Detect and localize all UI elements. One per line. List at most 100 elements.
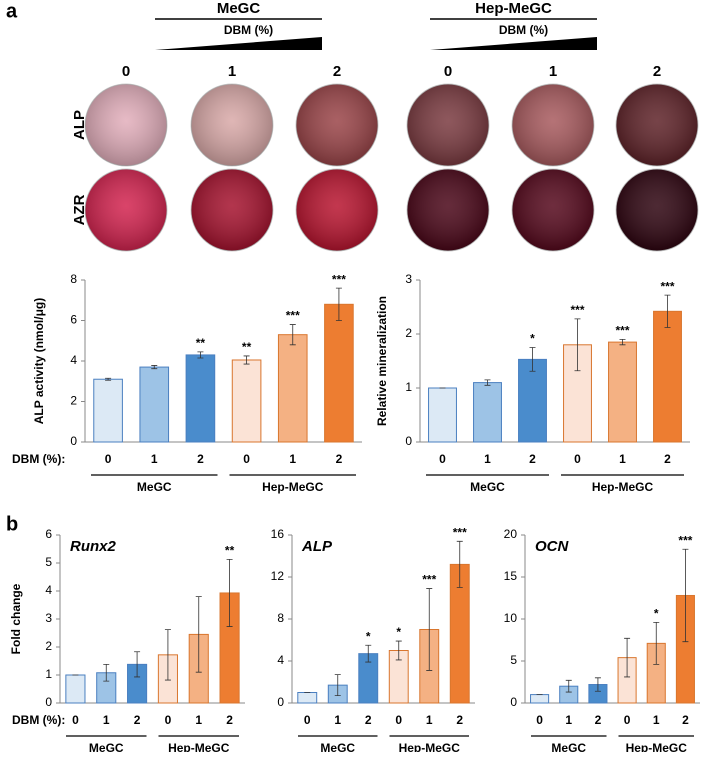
y-tick-label: 16 (271, 527, 285, 541)
x-tick-label: 2 (197, 452, 204, 466)
y-tick-label: 2 (45, 639, 52, 653)
x-tick-label: 1 (484, 452, 491, 466)
x-tick-label: 0 (304, 713, 311, 727)
y-tick-label: 3 (405, 272, 412, 286)
row-label: AZR (71, 194, 88, 225)
y-tick-label: 0 (510, 695, 517, 709)
error-bar (624, 637, 631, 678)
group-label: Hep-MeGC (626, 741, 688, 752)
x-tick-label: 1 (653, 713, 660, 727)
y-tick-label: 0 (70, 434, 77, 448)
well-shade (85, 169, 167, 251)
error-bar (664, 294, 671, 328)
group-label: MeGC (470, 480, 505, 494)
x-tick-label: 2 (134, 713, 141, 727)
y-tick-label: 20 (504, 527, 518, 541)
chart-title: ALP (301, 538, 333, 555)
y-tick-label: 5 (45, 555, 52, 569)
x-tick-label: 1 (151, 452, 158, 466)
well-shade (296, 84, 378, 166)
column-label: 0 (444, 63, 452, 80)
x-tick-label: 2 (529, 452, 536, 466)
y-tick-label: 1 (45, 667, 52, 681)
dose-wedge (430, 37, 597, 50)
error-bar (682, 548, 689, 643)
y-tick-label: 2 (70, 394, 77, 408)
y-tick-label: 8 (277, 611, 284, 625)
error-bar (226, 558, 233, 627)
error-bar (105, 377, 112, 381)
group-label: MeGC (89, 741, 124, 752)
y-tick-label: 4 (45, 583, 52, 597)
column-label: 1 (228, 63, 236, 80)
x-tick-label: 0 (243, 452, 250, 466)
group-label: Hep-MeGC (399, 741, 461, 752)
significance: *** (422, 573, 436, 587)
group-label: Hep-MeGC (262, 480, 324, 494)
x-tick-label: 1 (289, 452, 296, 466)
x-tick-label: 1 (426, 713, 433, 727)
x-tick-label: 0 (574, 452, 581, 466)
y-tick-label: 0 (277, 695, 284, 709)
x-tick-label: 2 (682, 713, 689, 727)
significance: *** (453, 525, 467, 539)
error-bar (529, 347, 536, 372)
y-axis-label: Fold change (9, 583, 23, 654)
x-tick-label: 2 (456, 713, 463, 727)
error-bar (289, 324, 296, 346)
error-bar (103, 663, 110, 682)
bar (324, 303, 354, 443)
well-shade (296, 169, 378, 251)
bar (518, 358, 547, 443)
well-shade (616, 84, 698, 166)
bar (139, 366, 170, 443)
bar (185, 354, 216, 443)
significance: * (396, 625, 401, 639)
well-shade (616, 169, 698, 251)
chart-title: OCN (535, 538, 570, 555)
column-label: 2 (333, 63, 341, 80)
y-axis-label: Relative mineralization (375, 296, 389, 426)
error-bar (243, 355, 250, 365)
x-tick-label: 1 (565, 713, 572, 727)
bar (428, 387, 457, 443)
error-bar (619, 339, 626, 346)
y-tick-label: 1 (405, 380, 412, 394)
column-label: 2 (653, 63, 661, 80)
dose-wedge (155, 37, 322, 50)
bar (473, 382, 502, 443)
error-bar (365, 644, 372, 663)
bar (277, 334, 308, 443)
significance: ** (225, 544, 235, 558)
well-shade (191, 84, 273, 166)
y-tick-label: 15 (504, 569, 518, 583)
error-bar (395, 640, 402, 661)
error-bar (653, 621, 660, 665)
error-bar (565, 679, 572, 693)
significance: * (366, 629, 371, 643)
column-label: 0 (122, 63, 130, 80)
well-shade (407, 169, 489, 251)
y-tick-label: 6 (45, 527, 52, 541)
bar (608, 341, 637, 443)
significance: ** (242, 340, 252, 354)
x-tick-label: 2 (365, 713, 372, 727)
y-tick-label: 0 (45, 695, 52, 709)
x-tick-label: 0 (105, 452, 112, 466)
well-shade (512, 169, 594, 251)
group-label: Hep-MeGC (592, 480, 654, 494)
y-tick-label: 0 (405, 434, 412, 448)
x-axis-label: DBM (%): (12, 713, 65, 727)
group-label: MeGC (217, 0, 261, 17)
y-tick-label: 2 (405, 326, 412, 340)
row-label: ALP (71, 110, 88, 140)
dose-label: DBM (%) (224, 23, 273, 37)
error-bar (197, 351, 204, 359)
x-tick-label: 0 (624, 713, 631, 727)
significance: *** (678, 533, 692, 547)
group-label: Hep-MeGC (475, 0, 552, 17)
y-tick-label: 6 (70, 313, 77, 327)
chart-title: Runx2 (70, 538, 117, 555)
well-shade (512, 84, 594, 166)
